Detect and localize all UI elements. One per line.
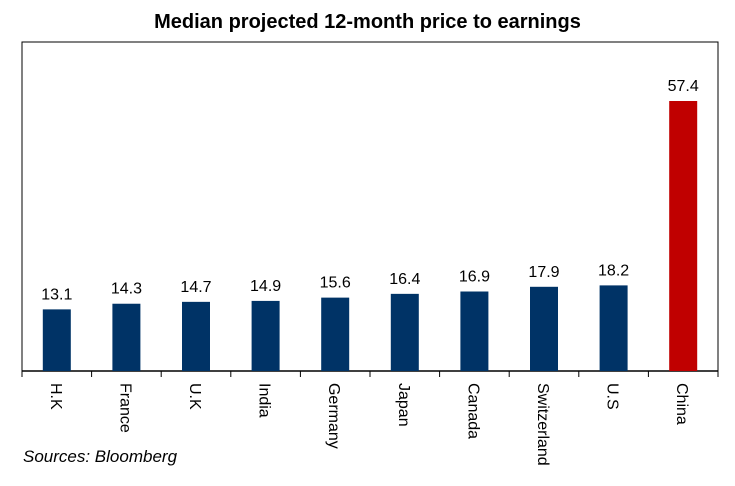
bar-u-s [599, 285, 628, 371]
x-tick-label: U.K [186, 383, 203, 410]
bar-u-k [182, 301, 210, 371]
bar-switzerland [530, 286, 558, 371]
bar-germany [321, 297, 350, 371]
data-label: 15.6 [320, 275, 351, 292]
bar-japan [390, 293, 419, 371]
data-label: 14.9 [250, 278, 281, 295]
data-label: 14.7 [180, 279, 211, 296]
data-label: 57.4 [668, 78, 699, 95]
x-tick-label: India [256, 383, 273, 418]
data-label: 17.9 [528, 264, 559, 281]
data-label: 14.3 [111, 281, 142, 298]
bar-france [112, 303, 141, 371]
bar-china [669, 101, 698, 371]
x-tick-label: U.S [604, 383, 621, 410]
bar-india [251, 300, 280, 371]
x-tick-label: Japan [395, 383, 412, 427]
data-label: 18.2 [598, 262, 629, 279]
data-label: 16.9 [459, 269, 490, 286]
data-label: 16.4 [389, 271, 420, 288]
source-note: Sources: Bloomberg [23, 447, 178, 466]
bar-h-k [42, 309, 71, 371]
x-tick-label: Canada [464, 383, 481, 439]
data-label: 13.1 [41, 286, 72, 303]
x-tick-label: H.K [47, 383, 64, 410]
x-tick-label: Germany [325, 383, 342, 449]
x-tick-label: Switzerland [534, 383, 551, 466]
chart-title: Median projected 12-month price to earni… [154, 11, 581, 33]
x-tick-label: France [116, 383, 133, 433]
x-tick-label: China [673, 383, 690, 425]
bar-canada [460, 291, 489, 371]
